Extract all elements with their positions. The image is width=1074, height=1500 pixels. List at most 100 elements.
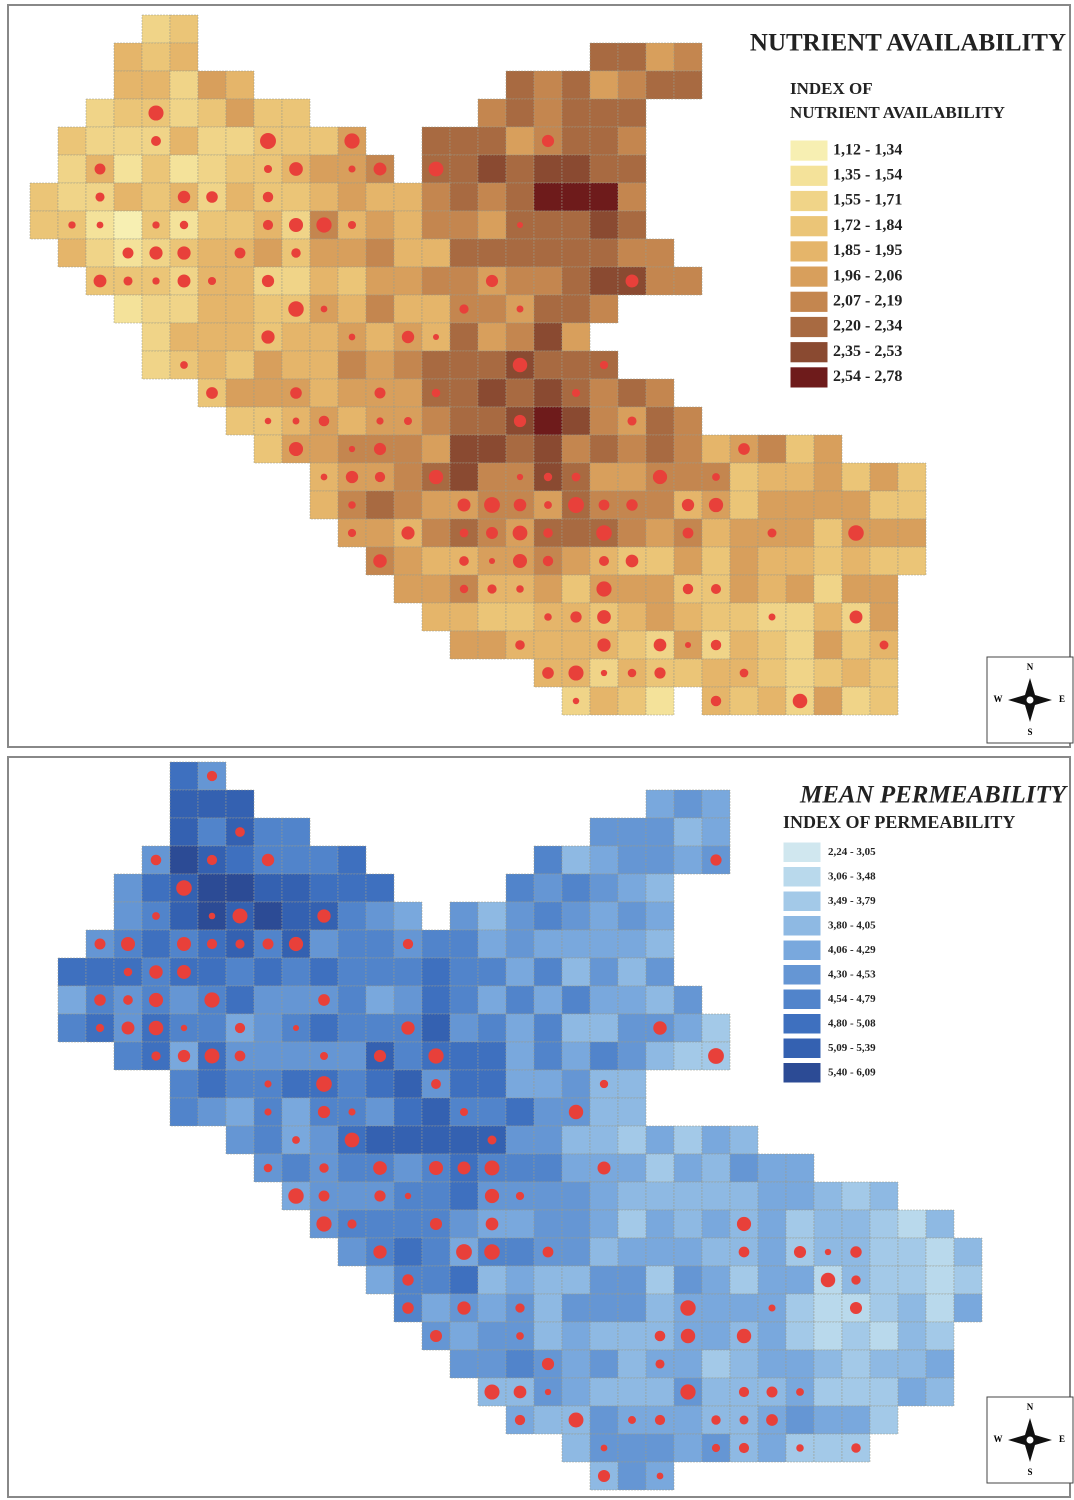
site-dot: [516, 585, 524, 593]
site-dot: [320, 1052, 328, 1060]
map-cell: [617, 1237, 647, 1267]
site-dot: [597, 638, 611, 652]
map-cell: [757, 1265, 787, 1295]
site-dot: [459, 528, 469, 538]
map-cell: [533, 1209, 563, 1239]
map-cell: [281, 873, 311, 903]
site-dot: [793, 1245, 807, 1259]
legend-swatch: [782, 1037, 822, 1059]
map-cell: [925, 1265, 955, 1295]
map-cell: [617, 1265, 647, 1295]
map-cell: [337, 957, 367, 987]
map-cell: [701, 1293, 731, 1323]
map-cell: [897, 518, 927, 548]
map-cell: [253, 434, 283, 464]
map-cell: [365, 210, 395, 240]
site-dot: [373, 442, 387, 456]
legend-swatch: [782, 866, 822, 888]
map-cell: [589, 1377, 619, 1407]
site-dot: [348, 1108, 356, 1116]
map-cell: [365, 182, 395, 212]
legend-swatch: [782, 890, 822, 912]
legend-swatch: [782, 1013, 822, 1035]
map-cell: [421, 1293, 451, 1323]
map-cell: [337, 378, 367, 408]
site-dot: [94, 938, 106, 950]
map-cell: [729, 1125, 759, 1155]
map-cell: [561, 929, 591, 959]
map-cell: [729, 1181, 759, 1211]
map-cell: [561, 434, 591, 464]
map-cell: [617, 901, 647, 931]
map-cell: [813, 630, 843, 660]
site-dot: [656, 1472, 664, 1480]
map-cell: [533, 266, 563, 296]
map-cell: [813, 1181, 843, 1211]
map-cell: [505, 70, 535, 100]
map-cell: [589, 873, 619, 903]
map-cell: [701, 602, 731, 632]
site-dot: [708, 497, 724, 513]
map-cell: [477, 929, 507, 959]
map-cell: [785, 630, 815, 660]
map-cell: [309, 873, 339, 903]
site-dot: [206, 854, 218, 866]
map-cell: [197, 322, 227, 352]
map-cell: [393, 1097, 423, 1127]
site-dot: [597, 1161, 611, 1175]
map-cell: [477, 294, 507, 324]
map-cell: [785, 518, 815, 548]
site-dot: [625, 274, 639, 288]
site-dot: [512, 553, 528, 569]
map-cell: [365, 1097, 395, 1127]
site-dot: [596, 581, 612, 597]
map-cell: [505, 126, 535, 156]
compass-box: [986, 656, 1074, 744]
map-cell: [421, 602, 451, 632]
map-cell: [673, 1041, 703, 1071]
map-cell: [309, 378, 339, 408]
map-cell: [281, 817, 311, 847]
map-cell: [29, 210, 59, 240]
map-cell: [813, 1405, 843, 1435]
map-cell: [449, 266, 479, 296]
map-cell: [365, 873, 395, 903]
map-cell: [225, 154, 255, 184]
map-cell: [729, 602, 759, 632]
map-cell: [533, 1013, 563, 1043]
site-dot: [599, 360, 609, 370]
map-cell: [477, 238, 507, 268]
map-cell: [365, 490, 395, 520]
legend-title: INDEX OF: [790, 79, 873, 98]
map-cell: [113, 1041, 143, 1071]
compass-letter: N: [1027, 1402, 1034, 1412]
map-cell: [449, 1069, 479, 1099]
site-dot: [710, 695, 722, 707]
map-cell: [393, 378, 423, 408]
map-cell: [449, 1125, 479, 1155]
map-cell: [729, 574, 759, 604]
site-dot: [568, 1104, 584, 1120]
map-cell: [169, 789, 199, 819]
map-cell: [141, 929, 171, 959]
site-dot: [513, 498, 527, 512]
map-cell: [785, 434, 815, 464]
map-cell: [617, 154, 647, 184]
map-cell: [617, 1377, 647, 1407]
site-dot: [263, 1163, 273, 1173]
legend-title: INDEX OF PERMEABILITY: [783, 812, 1015, 832]
map-cell: [701, 1349, 731, 1379]
map-cell: [225, 322, 255, 352]
map-cell: [533, 845, 563, 875]
site-dot: [712, 473, 720, 481]
site-dot: [235, 827, 245, 837]
site-dot: [95, 192, 105, 202]
map-cell: [673, 42, 703, 72]
map-cell: [505, 957, 535, 987]
site-dot: [711, 1415, 721, 1425]
map-cell: [785, 1265, 815, 1295]
site-dot: [152, 277, 160, 285]
site-dot: [736, 1328, 752, 1344]
site-dot: [94, 163, 106, 175]
map-cell: [197, 294, 227, 324]
